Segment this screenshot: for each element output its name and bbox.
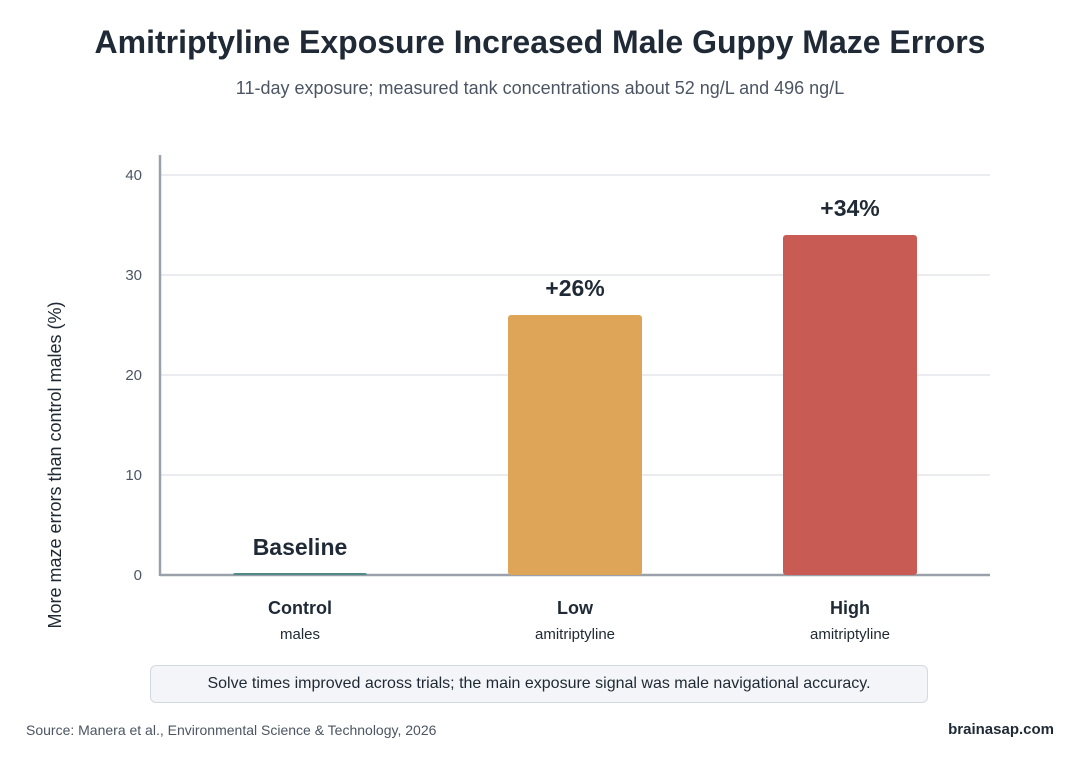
x-tick-sublabel: males: [280, 626, 320, 643]
x-tick-label: Low: [557, 598, 594, 618]
y-tick-label: 40: [125, 167, 142, 184]
data-label: +34%: [820, 195, 879, 221]
chart-note-text: Solve times improved across trials; the …: [207, 675, 871, 692]
y-tick-label: 0: [134, 567, 142, 584]
y-axis-label: More maze errors than control males (%): [45, 301, 65, 628]
x-tick-label: High: [830, 598, 870, 618]
x-tick-sublabel: amitriptyline: [810, 626, 890, 643]
chart-title: Amitriptyline Exposure Increased Male Gu…: [94, 24, 986, 60]
data-label: Baseline: [253, 534, 348, 560]
x-tick-sublabel: amitriptyline: [535, 626, 615, 643]
y-tick-label: 20: [125, 367, 142, 384]
bar-high: [783, 235, 917, 575]
chart-note: Solve times improved across trials; the …: [150, 665, 928, 703]
y-tick-label: 30: [125, 267, 142, 284]
brand-logo-text: brainasap.com: [948, 721, 1054, 738]
bar-control: [233, 573, 367, 575]
source-citation: Source: Manera et al., Environmental Sci…: [26, 722, 437, 738]
chart-subtitle: 11-day exposure; measured tank concentra…: [235, 78, 845, 98]
y-tick-label: 10: [125, 467, 142, 484]
data-label: +26%: [545, 275, 604, 301]
x-tick-label: Control: [268, 598, 332, 618]
bar-chart: 0 10 20 30 40 More maze errors than control m…: [45, 155, 990, 643]
bar-low: [508, 315, 642, 575]
